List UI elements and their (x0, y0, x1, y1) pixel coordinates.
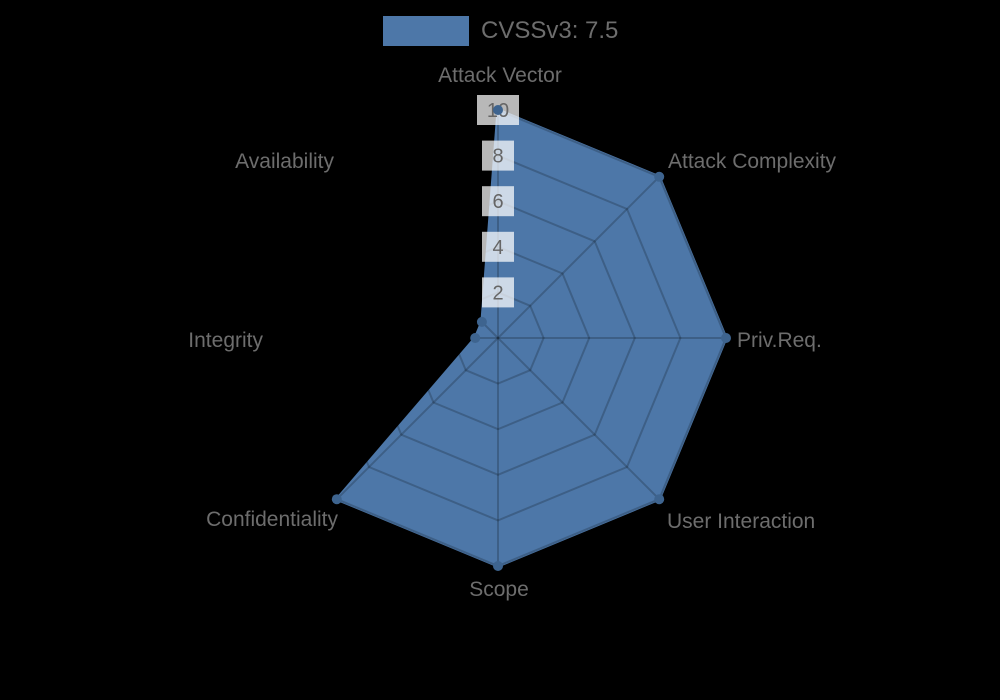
axis-label-attack-complexity: Attack Complexity (668, 150, 837, 173)
legend: CVSSv3: 7.5 (383, 16, 618, 46)
axis-label-priv-req: Priv.Req. (737, 329, 822, 352)
radar-point-5 (331, 494, 342, 505)
legend-swatch (383, 16, 469, 46)
radar-point-2 (721, 333, 731, 343)
axis-label-attack-vector: Attack Vector (438, 64, 562, 87)
tick-backdrop-6 (482, 186, 514, 217)
grid-ring-4 (405, 245, 591, 431)
tick-label-4: 4 (492, 237, 503, 259)
legend-item-cvssv3[interactable]: CVSSv3: 7.5 (383, 16, 618, 46)
tick-label-2: 2 (492, 282, 503, 304)
axis-label-integrity: Integrity (188, 329, 263, 352)
radar-point-3 (654, 494, 665, 505)
radar-point-4 (493, 561, 503, 571)
radar-point-7 (476, 316, 487, 327)
axis-label-confidentiality: Confidentiality (206, 508, 338, 531)
radar-point-0 (493, 105, 503, 115)
grid-spoke-7 (336, 176, 499, 339)
axis-label-user-interaction: User Interaction (667, 510, 815, 533)
grid-ring-8 (314, 154, 682, 522)
axis-label-scope: Scope (469, 578, 529, 601)
tick-label-8: 8 (492, 146, 503, 168)
grid-ring-2 (451, 291, 545, 385)
legend-label: CVSSv3: 7.5 (481, 17, 619, 44)
axis-label-availability: Availability (235, 150, 334, 173)
radar-point-1 (654, 171, 665, 182)
tick-backdrop-4 (482, 231, 514, 262)
tick-label-6: 6 (492, 191, 503, 213)
grid-spoke-5 (336, 337, 499, 500)
grid-spoke-1 (497, 176, 660, 339)
grid-ring-6 (360, 200, 636, 476)
tick-backdrop-8 (482, 140, 514, 171)
radar-point-6 (470, 333, 481, 343)
grid-spoke-3 (497, 337, 660, 500)
tick-backdrop-2 (482, 277, 514, 308)
